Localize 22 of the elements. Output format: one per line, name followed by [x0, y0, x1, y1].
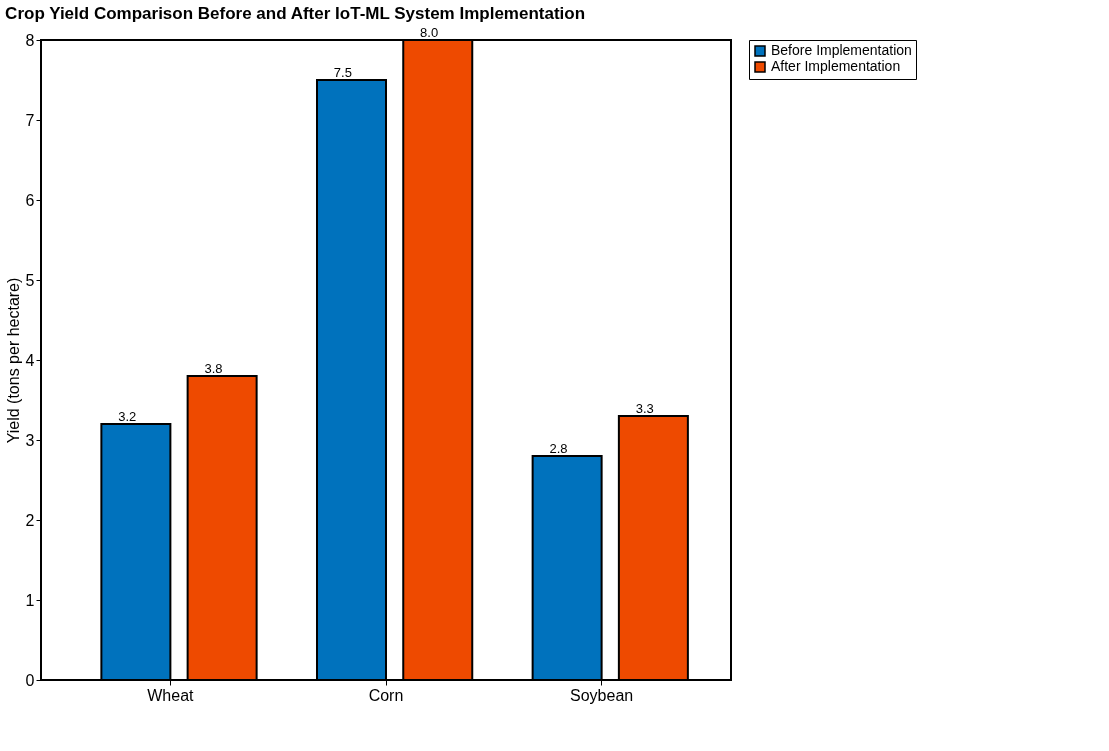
- y-tick-label: 7: [25, 111, 35, 129]
- x-tick-label: Soybean: [570, 686, 634, 704]
- y-axis-title: Yield (tons per hectare): [4, 277, 22, 444]
- y-tick-label: 3: [25, 431, 35, 449]
- x-tick-label: Corn: [368, 686, 404, 704]
- data-label: 3.8: [204, 361, 223, 376]
- data-label: 7.5: [333, 65, 352, 80]
- data-label: 3.2: [118, 409, 137, 424]
- y-tick-label: 5: [25, 271, 35, 289]
- chart-title: Crop Yield Comparison Before and After IoT-ML System Implementation: [5, 4, 586, 23]
- y-tick-label: 2: [25, 511, 35, 529]
- data-label: 2.8: [549, 441, 568, 456]
- data-label: 8.0: [420, 25, 439, 40]
- legend-label: After Implementation: [771, 58, 901, 74]
- y-tick-label: 8: [25, 31, 35, 49]
- y-tick-label: 0: [25, 671, 35, 689]
- y-tick-label: 1: [25, 591, 35, 609]
- y-tick-label: 6: [25, 191, 35, 209]
- data-label: 3.3: [635, 401, 654, 416]
- y-tick-label: 4: [25, 351, 35, 369]
- legend-label: Before Implementation: [771, 42, 912, 58]
- x-tick-label: Wheat: [147, 686, 195, 704]
